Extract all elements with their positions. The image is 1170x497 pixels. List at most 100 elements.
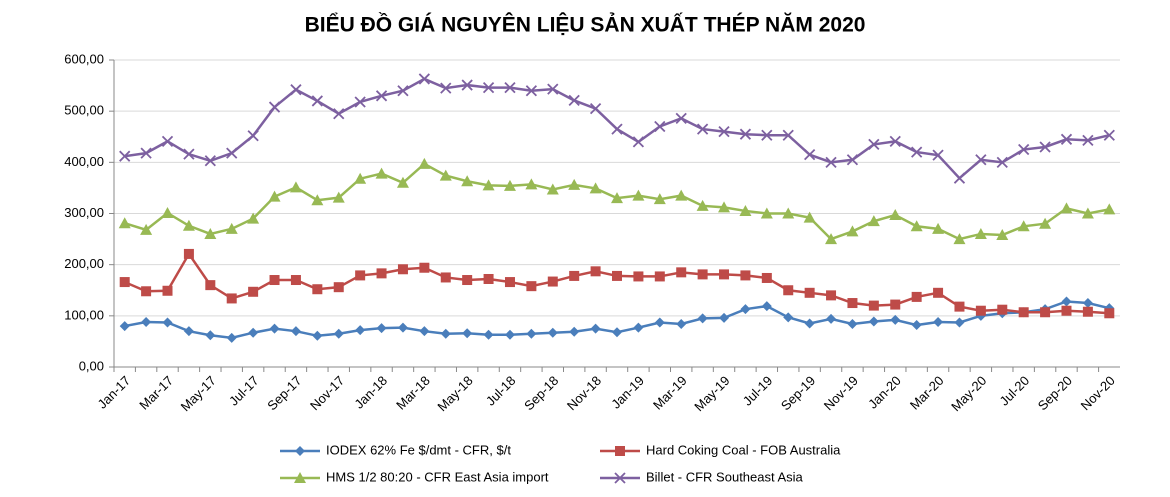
marker <box>1061 296 1072 307</box>
marker <box>633 322 644 333</box>
marker <box>161 206 174 218</box>
marker <box>804 149 816 161</box>
marker <box>569 270 580 281</box>
marker <box>1018 307 1029 318</box>
x-tick-label: Sep-17 <box>264 373 304 413</box>
y-tick-label: 300,00 <box>64 205 104 220</box>
x-tick-label: Sep-20 <box>1035 373 1075 413</box>
marker <box>183 248 194 259</box>
marker <box>119 277 130 288</box>
marker <box>419 262 430 273</box>
x-tick-label: Jul-20 <box>997 373 1033 409</box>
marker <box>140 147 152 159</box>
marker <box>462 328 473 339</box>
marker <box>440 82 452 94</box>
marker <box>997 304 1008 315</box>
x-tick-label: Jul-17 <box>226 373 262 409</box>
marker <box>846 154 859 166</box>
marker <box>482 179 495 191</box>
marker <box>546 183 559 195</box>
marker <box>825 156 837 168</box>
marker <box>462 275 473 286</box>
marker <box>632 189 645 201</box>
x-tick-label: Nov-20 <box>1078 373 1118 413</box>
marker <box>804 287 815 298</box>
marker <box>911 291 922 302</box>
marker <box>1040 307 1051 318</box>
marker <box>333 108 345 120</box>
y-tick-label: 0,00 <box>79 358 104 373</box>
marker <box>355 270 366 281</box>
marker <box>1082 298 1093 309</box>
marker <box>461 79 473 91</box>
marker <box>419 326 430 337</box>
marker <box>140 223 153 235</box>
marker <box>483 329 494 340</box>
marker <box>247 130 259 142</box>
marker <box>826 313 837 324</box>
marker <box>226 147 238 159</box>
marker <box>825 233 838 245</box>
chart-title: BIỂU ĐỒ GIÁ NGUYÊN LIỆU SẢN XUẤT THÉP NĂ… <box>305 13 866 37</box>
marker <box>804 318 815 329</box>
marker <box>440 328 451 339</box>
marker <box>418 73 430 85</box>
marker <box>847 298 858 309</box>
marker <box>1017 220 1030 232</box>
marker <box>1082 306 1093 317</box>
marker <box>312 284 323 295</box>
marker <box>526 328 537 339</box>
marker <box>397 85 409 97</box>
x-tick-label: Mar-17 <box>136 373 176 413</box>
x-tick-label: May-20 <box>948 373 989 414</box>
marker <box>332 191 345 203</box>
marker <box>868 316 879 327</box>
marker <box>205 280 216 291</box>
marker <box>676 267 687 278</box>
marker <box>653 193 666 205</box>
x-tick-label: Mar-18 <box>393 373 433 413</box>
marker <box>783 285 794 296</box>
marker <box>294 472 306 483</box>
marker <box>525 178 538 190</box>
marker <box>376 323 387 334</box>
marker <box>504 81 516 94</box>
marker <box>868 138 880 151</box>
marker <box>614 472 626 484</box>
marker <box>269 275 280 286</box>
marker <box>889 209 902 221</box>
marker <box>226 293 237 304</box>
marker <box>654 120 666 133</box>
marker <box>397 322 408 333</box>
marker <box>526 281 537 292</box>
marker <box>954 301 965 312</box>
marker <box>397 264 408 275</box>
marker <box>696 199 709 211</box>
marker <box>975 305 986 316</box>
marker <box>396 176 409 188</box>
marker <box>847 319 858 330</box>
marker <box>740 304 751 315</box>
marker <box>162 317 173 328</box>
marker <box>247 212 260 224</box>
marker <box>461 175 474 187</box>
marker <box>697 313 708 324</box>
marker <box>911 320 922 331</box>
marker <box>440 272 451 283</box>
marker <box>162 285 173 296</box>
marker <box>803 211 816 223</box>
y-tick-label: 500,00 <box>64 103 104 118</box>
marker <box>911 146 923 158</box>
marker <box>782 129 794 141</box>
marker <box>547 276 558 287</box>
marker <box>719 269 730 280</box>
legend-label: HMS 1/2 80:20 - CFR East Asia import <box>326 469 549 484</box>
marker <box>1104 308 1115 319</box>
marker <box>311 95 323 107</box>
marker <box>375 90 388 102</box>
marker <box>1081 207 1094 219</box>
marker <box>974 227 987 239</box>
marker <box>204 155 216 167</box>
y-tick-label: 400,00 <box>64 154 104 169</box>
marker <box>118 217 131 229</box>
